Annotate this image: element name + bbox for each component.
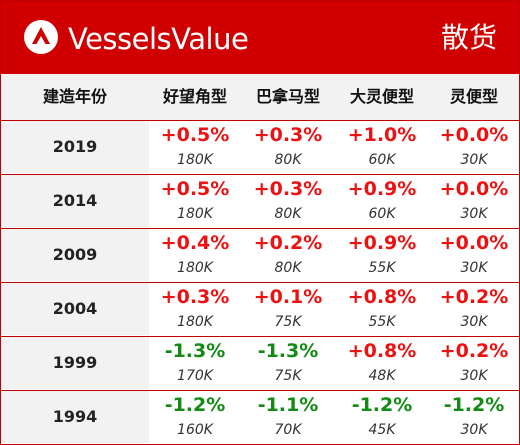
value-change: +0.3% xyxy=(160,286,230,308)
table-row: 2014 +0.5% 180K +0.3% 80K +0.9% 60K +0.0% 30K xyxy=(1,174,519,227)
value-cell: +0.0% 30K xyxy=(429,229,519,281)
vessel-size: 45K xyxy=(368,422,396,438)
build-year-cell: 2014 xyxy=(1,175,149,227)
value-cell: +0.9% 60K xyxy=(335,175,429,227)
value-cell: +0.2% 30K xyxy=(429,337,519,389)
value-change: +0.3% xyxy=(253,124,323,146)
table-row: 2009 +0.4% 180K +0.2% 80K +0.9% 55K +0.0% 30K xyxy=(1,228,519,281)
build-year-cell: 1994 xyxy=(1,391,149,443)
vessel-size: 30K xyxy=(460,422,488,438)
vessel-size: 80K xyxy=(274,260,302,276)
column-header-row: 建造年份 好望角型 巴拿马型 大灵便型 灵便型 xyxy=(1,74,519,120)
build-year-cell: 1999 xyxy=(1,337,149,389)
vessel-size: 180K xyxy=(177,314,213,330)
value-change: +0.3% xyxy=(253,178,323,200)
value-cell: +0.2% 30K xyxy=(429,283,519,335)
value-change: -1.3% xyxy=(164,340,226,362)
vessel-size: 30K xyxy=(460,368,488,384)
value-cell: +0.5% 180K xyxy=(149,121,241,173)
brand-name: VesselsValue xyxy=(68,22,249,56)
vessel-size: 30K xyxy=(460,152,488,168)
value-cell: -1.2% 160K xyxy=(149,391,241,443)
vessel-size: 80K xyxy=(274,152,302,168)
build-year-cell: 2004 xyxy=(1,283,149,335)
vessel-size: 30K xyxy=(460,260,488,276)
value-change: +0.9% xyxy=(347,232,417,254)
column-header-build-year: 建造年份 xyxy=(42,87,107,106)
vessel-size: 180K xyxy=(177,206,213,222)
value-change: +0.0% xyxy=(439,232,509,254)
vessel-size: 180K xyxy=(177,260,213,276)
vessel-size: 55K xyxy=(368,314,396,330)
value-change: +0.2% xyxy=(253,232,323,254)
vessel-size: 80K xyxy=(274,206,302,222)
value-change: -1.2% xyxy=(351,394,413,416)
value-change: +0.9% xyxy=(347,178,417,200)
value-cell: +0.8% 48K xyxy=(335,337,429,389)
value-cell: -1.3% 170K xyxy=(149,337,241,389)
value-change: +0.1% xyxy=(253,286,323,308)
table-row: 1994 -1.2% 160K -1.1% 70K -1.2% 45K -1.2% 30K xyxy=(1,390,519,443)
value-change: +0.5% xyxy=(160,178,230,200)
vesselsvalue-logo-icon xyxy=(24,20,58,54)
value-cell: +0.0% 30K xyxy=(429,175,519,227)
value-cell: +0.3% 180K xyxy=(149,283,241,335)
value-cell: +0.1% 75K xyxy=(241,283,335,335)
value-cell: +0.5% 180K xyxy=(149,175,241,227)
value-cell: +0.3% 80K xyxy=(241,121,335,173)
vessel-size: 60K xyxy=(368,152,396,168)
value-change: +0.2% xyxy=(439,340,509,362)
vessel-size: 75K xyxy=(274,314,302,330)
category-title: 散货 xyxy=(440,21,497,54)
value-cell: +0.8% 55K xyxy=(335,283,429,335)
vessel-size: 30K xyxy=(460,206,488,222)
vessel-size: 55K xyxy=(368,260,396,276)
header-bar: VesselsValue 散货 xyxy=(1,1,519,74)
value-change: +0.0% xyxy=(439,178,509,200)
value-cell: +0.4% 180K xyxy=(149,229,241,281)
value-cell: -1.2% 45K xyxy=(335,391,429,443)
value-cell: +0.9% 55K xyxy=(335,229,429,281)
column-header-vessel-type: 大灵便型 xyxy=(349,87,414,106)
value-change: +1.0% xyxy=(347,124,417,146)
column-header-vessel-type: 灵便型 xyxy=(449,87,498,106)
table-row: 1999 -1.3% 170K -1.3% 75K +0.8% 48K +0.2% 30K xyxy=(1,336,519,389)
value-cell: +1.0% 60K xyxy=(335,121,429,173)
table-row: 2004 +0.3% 180K +0.1% 75K +0.8% 55K +0.2% 30K xyxy=(1,282,519,335)
value-change: +0.4% xyxy=(160,232,230,254)
value-cell: -1.1% 70K xyxy=(241,391,335,443)
value-change: +0.8% xyxy=(347,286,417,308)
build-year-cell: 2009 xyxy=(1,229,149,281)
column-header-vessel-type: 巴拿马型 xyxy=(255,87,320,106)
value-change: +0.8% xyxy=(347,340,417,362)
vessel-size: 60K xyxy=(368,206,396,222)
vessel-size: 160K xyxy=(177,422,213,438)
column-header-vessel-type: 好望角型 xyxy=(162,87,227,106)
value-change: +0.0% xyxy=(439,124,509,146)
value-cell: -1.2% 30K xyxy=(429,391,519,443)
value-cell: +0.0% 30K xyxy=(429,121,519,173)
value-change: -1.1% xyxy=(257,394,319,416)
vessel-size: 180K xyxy=(177,152,213,168)
value-change: -1.3% xyxy=(257,340,319,362)
value-change: +0.5% xyxy=(160,124,230,146)
value-change: +0.2% xyxy=(439,286,509,308)
value-change: -1.2% xyxy=(164,394,226,416)
value-change: -1.2% xyxy=(443,394,505,416)
value-cell: +0.3% 80K xyxy=(241,175,335,227)
value-cell: +0.2% 80K xyxy=(241,229,335,281)
vessel-size: 48K xyxy=(368,368,396,384)
vessel-size: 75K xyxy=(274,368,302,384)
vessel-size: 170K xyxy=(177,368,213,384)
table-row: 2019 +0.5% 180K +0.3% 80K +1.0% 60K +0.0% 30K xyxy=(1,120,519,173)
vessel-size: 30K xyxy=(460,314,488,330)
build-year-cell: 2019 xyxy=(1,121,149,173)
vessel-size: 70K xyxy=(274,422,302,438)
value-cell: -1.3% 75K xyxy=(241,337,335,389)
